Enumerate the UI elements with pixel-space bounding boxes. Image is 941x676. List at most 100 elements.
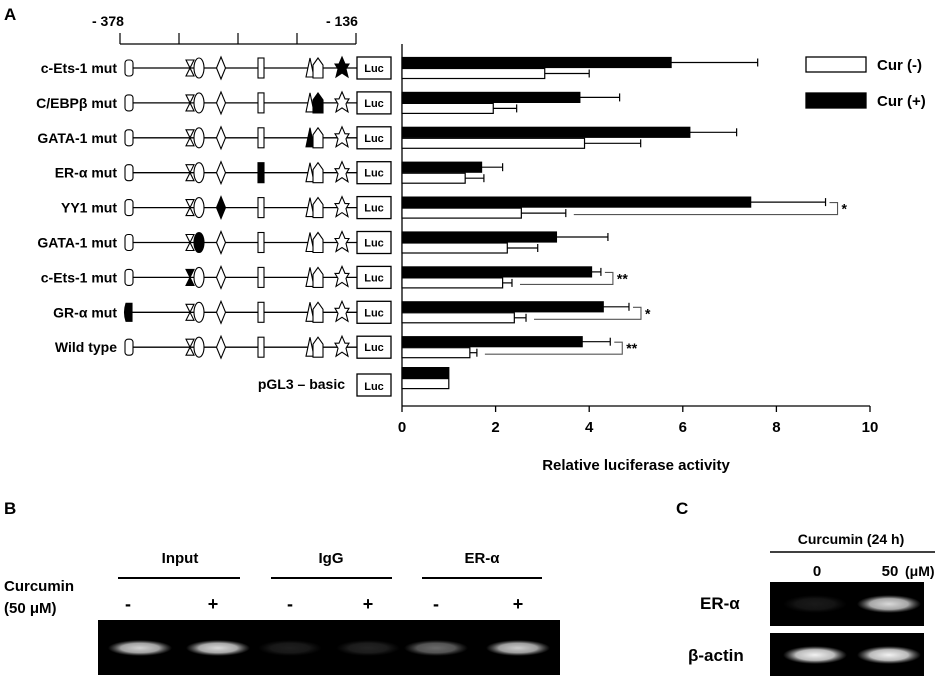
promoter-scale: - 378 - 136 xyxy=(92,13,358,45)
luc-box-label: Luc xyxy=(364,168,384,180)
legend-label-cur-plus: Cur (+) xyxy=(877,93,926,110)
significance-bracket: ** xyxy=(484,340,638,356)
bar-cur-minus xyxy=(401,312,515,324)
bar-cur-plus xyxy=(401,367,450,379)
significance-bracket: ** xyxy=(519,270,628,286)
construct-label: ER-α mut xyxy=(55,165,118,181)
chip-band xyxy=(186,640,250,656)
luc-box-label: Luc xyxy=(364,203,384,215)
chip-gel xyxy=(98,620,560,675)
x-tick-label: 10 xyxy=(862,419,879,436)
chart-legend: Cur (-) Cur (+) xyxy=(805,56,926,110)
construct-label: c-Ets-1 mut xyxy=(41,269,118,285)
luc-box xyxy=(356,300,392,324)
bar-cur-minus xyxy=(401,172,466,184)
luc-box xyxy=(356,56,392,80)
x-axis-label: Relative luciferase activity xyxy=(542,457,730,474)
construct-row: GATA-1 mut Luc xyxy=(37,230,392,255)
luc-box xyxy=(356,91,392,115)
promoter-left-position: - 378 xyxy=(92,13,124,29)
promoter-right-position: - 136 xyxy=(326,13,358,29)
rtpcr-band xyxy=(783,646,847,664)
bar-cur-plus xyxy=(401,91,581,104)
bar-cur-plus xyxy=(401,161,483,173)
construct-label: c-Ets-1 mut xyxy=(41,60,118,76)
row-label-er-alpha: ER-α xyxy=(700,594,740,613)
luc-box xyxy=(356,335,392,359)
bar-cur-plus xyxy=(401,126,691,138)
lane-sign: - xyxy=(433,594,439,614)
chip-band xyxy=(486,640,550,656)
x-tick-label: 2 xyxy=(491,419,499,436)
x-tick-label: 6 xyxy=(679,419,687,436)
chip-band xyxy=(336,640,400,656)
pgl3-basic-label: pGL3 – basic xyxy=(258,376,345,392)
dose-0: 0 xyxy=(813,563,821,580)
panel-c-header: Curcumin (24 h) xyxy=(798,531,905,547)
bar-cur-minus xyxy=(401,347,471,359)
bar-cur-plus xyxy=(401,56,672,69)
luc-box-label: Luc xyxy=(364,63,384,75)
luc-box xyxy=(356,161,392,185)
curcumin-label: Curcumin xyxy=(4,578,74,595)
luc-box-label: Luc xyxy=(364,133,384,145)
legend-swatch-cur-minus xyxy=(805,56,867,73)
lane-sign: + xyxy=(208,594,219,614)
bar-cur-minus xyxy=(401,207,522,219)
legend-label-cur-minus: Cur (-) xyxy=(877,57,922,74)
construct-row: GR-α mut Luc xyxy=(53,299,392,325)
significance-mark: ** xyxy=(617,270,628,286)
row-label-beta-actin: β-actin xyxy=(688,646,744,665)
construct-label: Wild type xyxy=(55,339,117,355)
curcumin-dose-label: (50 μM) xyxy=(4,600,57,617)
construct-row: C/EBPβ mut Luc xyxy=(36,90,392,116)
construct-row: ER-α mut Luc xyxy=(55,160,392,186)
luc-box-label: Luc xyxy=(364,307,384,319)
x-tick-label: 8 xyxy=(772,419,780,436)
luc-box xyxy=(356,195,392,220)
bar-cur-minus xyxy=(401,137,586,149)
lane-sign: - xyxy=(287,594,293,614)
bar-cur-plus xyxy=(401,266,593,278)
construct-label: GATA-1 mut xyxy=(37,235,117,251)
luc-box xyxy=(356,265,392,290)
chip-band xyxy=(258,640,322,656)
construct-row: c-Ets-1 mut Luc xyxy=(41,264,392,290)
bar-cur-plus xyxy=(401,231,558,243)
significance-bracket: * xyxy=(573,201,848,217)
bar-cur-minus xyxy=(401,277,504,289)
luc-box-label: Luc xyxy=(364,238,384,250)
construct-label: GR-α mut xyxy=(53,304,117,320)
promoter-constructs: c-Ets-1 mut Luc C/EBPβ mut Luc GATA-1 mut Luc… xyxy=(36,55,392,360)
luciferase-bar-chart: 0 2 4 6 8 10****** xyxy=(398,44,879,436)
x-tick-label: 4 xyxy=(585,419,594,436)
lane-sign: - xyxy=(125,594,131,614)
significance-bracket: * xyxy=(534,305,651,321)
construct-row: GATA-1 mut Luc xyxy=(37,125,392,151)
rtpcr-band xyxy=(857,595,921,613)
chip-band xyxy=(404,640,468,656)
pgl3-basic-construct: pGL3 – basic Luc xyxy=(258,373,392,397)
luc-box-label: Luc xyxy=(364,381,384,393)
bar-cur-plus xyxy=(401,301,604,313)
rtpcr-band xyxy=(857,646,921,664)
rtpcr-band xyxy=(783,595,847,613)
chip-band xyxy=(108,640,172,656)
panel-c-letter: C xyxy=(676,499,688,518)
significance-mark: * xyxy=(645,305,651,321)
luc-box-label: Luc xyxy=(364,98,384,110)
bar-cur-minus xyxy=(401,102,494,115)
lane-sign: + xyxy=(363,594,374,614)
panel-b-letter: B xyxy=(4,499,16,518)
group-label-igg: IgG xyxy=(319,550,344,567)
group-label-er-alpha: ER-α xyxy=(464,550,500,567)
lane-sign: + xyxy=(513,594,524,614)
panel-b-chip: Input IgG ER-α Curcumin (50 μM) - + - + - + xyxy=(4,550,560,675)
construct-label: C/EBPβ mut xyxy=(36,95,117,111)
x-tick-label: 0 xyxy=(398,419,406,436)
group-label-input: Input xyxy=(162,550,199,567)
bar-cur-plus xyxy=(401,336,583,348)
panel-c-rtpcr: Curcumin (24 h) 0 50 (μM) ER-α β-actin xyxy=(688,531,935,676)
dose-50: 50 xyxy=(882,563,899,580)
